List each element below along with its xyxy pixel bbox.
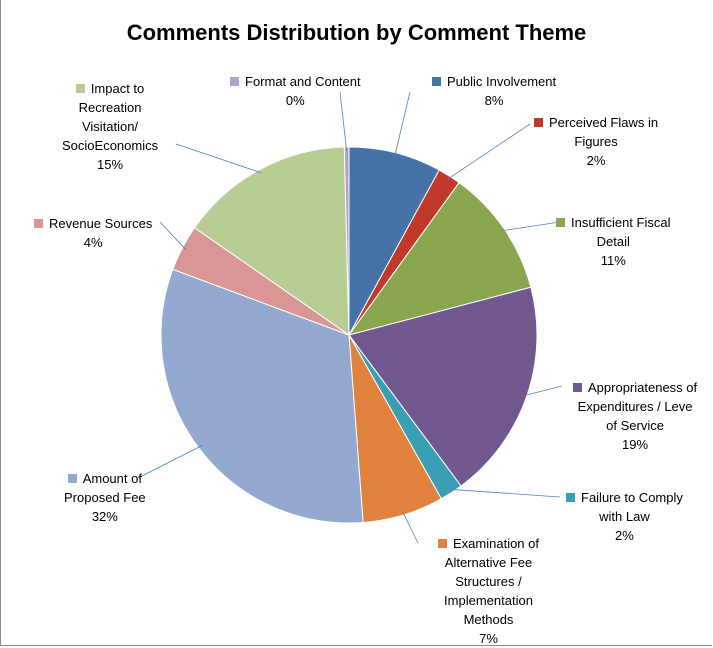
legend-swatch — [432, 77, 441, 86]
chart-title: Comments Distribution by Comment Theme — [126, 20, 587, 45]
leader-line-8 — [175, 143, 262, 174]
slice-label-line: Revenue Sources — [34, 214, 152, 233]
slice-label-2: Insufficient Fiscal Detail 11% — [556, 213, 670, 270]
leader-line-0 — [394, 91, 411, 157]
slice-label-line: Public Involvement — [432, 72, 556, 91]
slice-label-6: Amount of Proposed Fee 32% — [64, 469, 146, 526]
legend-swatch — [556, 218, 565, 227]
legend-swatch — [566, 493, 575, 502]
slice-label-line: Appropriateness of — [573, 378, 697, 397]
leader-line-9 — [339, 91, 348, 152]
slice-label-line: Failure to Comply — [566, 488, 683, 507]
slice-label-0: Public Involvement 8% — [432, 72, 556, 110]
legend-swatch — [534, 118, 543, 127]
slice-label-7: Revenue Sources 4% — [34, 214, 152, 252]
slice-percent: 7% — [479, 631, 498, 646]
slice-label-line: Recreation — [78, 100, 142, 115]
leader-lines — [137, 91, 563, 544]
slice-label-line: with Law — [599, 509, 650, 524]
slice-label-line: Structures / — [455, 574, 522, 589]
slice-percent: 19% — [622, 437, 649, 452]
slice-percent: 2% — [586, 153, 606, 168]
pie-slice-3 — [348, 286, 538, 487]
slice-percent: 15% — [97, 157, 124, 172]
slice-label-line: Impact to — [62, 79, 158, 98]
slice-label-5: Examination of Alternative Fee Structures … — [438, 534, 539, 648]
slice-label-line: Proposed Fee — [64, 490, 146, 505]
legend-swatch — [573, 383, 582, 392]
slice-label-line: Amount of — [64, 469, 146, 488]
slice-label-line: Visitation/ — [81, 119, 139, 134]
leader-line-5 — [401, 510, 419, 544]
pie-slice-6 — [160, 268, 364, 524]
slice-percent: 0% — [285, 93, 305, 108]
pie-slice-8 — [193, 146, 350, 336]
slice-label-line: Alternative Fee — [444, 555, 533, 570]
slice-percent: 32% — [91, 509, 118, 524]
slice-label-line: Examination of — [438, 534, 539, 553]
legend-swatch — [67, 474, 77, 483]
leader-line-3 — [522, 385, 563, 397]
legend-swatch — [438, 539, 447, 548]
leader-line-6 — [137, 445, 203, 479]
slice-label-1: Perceived Flaws in Figures 2% — [534, 113, 658, 170]
slice-percent: 11% — [600, 253, 626, 268]
slice-label-9: Format and Content 0% — [230, 72, 361, 110]
slice-label-line: Format and Content — [230, 72, 361, 91]
slice-label-line: Figures — [574, 134, 618, 149]
slice-percent: 8% — [484, 93, 504, 108]
slice-label-line: of Service — [606, 418, 664, 433]
slice-label-line: SocioEconomics — [62, 138, 159, 153]
leader-line-2 — [500, 221, 561, 232]
slice-label-line: Expenditures / Leve — [577, 399, 693, 414]
pie-slices — [160, 146, 538, 524]
legend-swatch — [75, 84, 85, 93]
legend-swatch — [34, 219, 43, 228]
leader-line-1 — [446, 123, 531, 180]
slice-label-4: Failure to Comply with Law 2% — [566, 488, 683, 545]
leader-line-4 — [449, 488, 561, 498]
slice-percent: 2% — [615, 528, 634, 543]
pie-slice-2 — [347, 181, 532, 336]
slice-label-3: Appropriateness of Expenditures / Leve of … — [573, 378, 697, 454]
slice-percent: 4% — [83, 235, 103, 250]
legend-swatch — [230, 77, 239, 86]
slice-label-line: Implementation — [444, 593, 533, 608]
leader-line-7 — [159, 221, 187, 250]
slice-label-line: Methods — [463, 612, 514, 627]
slice-label-line: Perceived Flaws in — [534, 113, 658, 132]
slice-label-line: Detail — [596, 234, 630, 249]
slice-label-line: Insufficient Fiscal — [556, 213, 670, 232]
slice-label-8: Impact to Recreation Visitation/SocioEcono… — [62, 79, 158, 174]
